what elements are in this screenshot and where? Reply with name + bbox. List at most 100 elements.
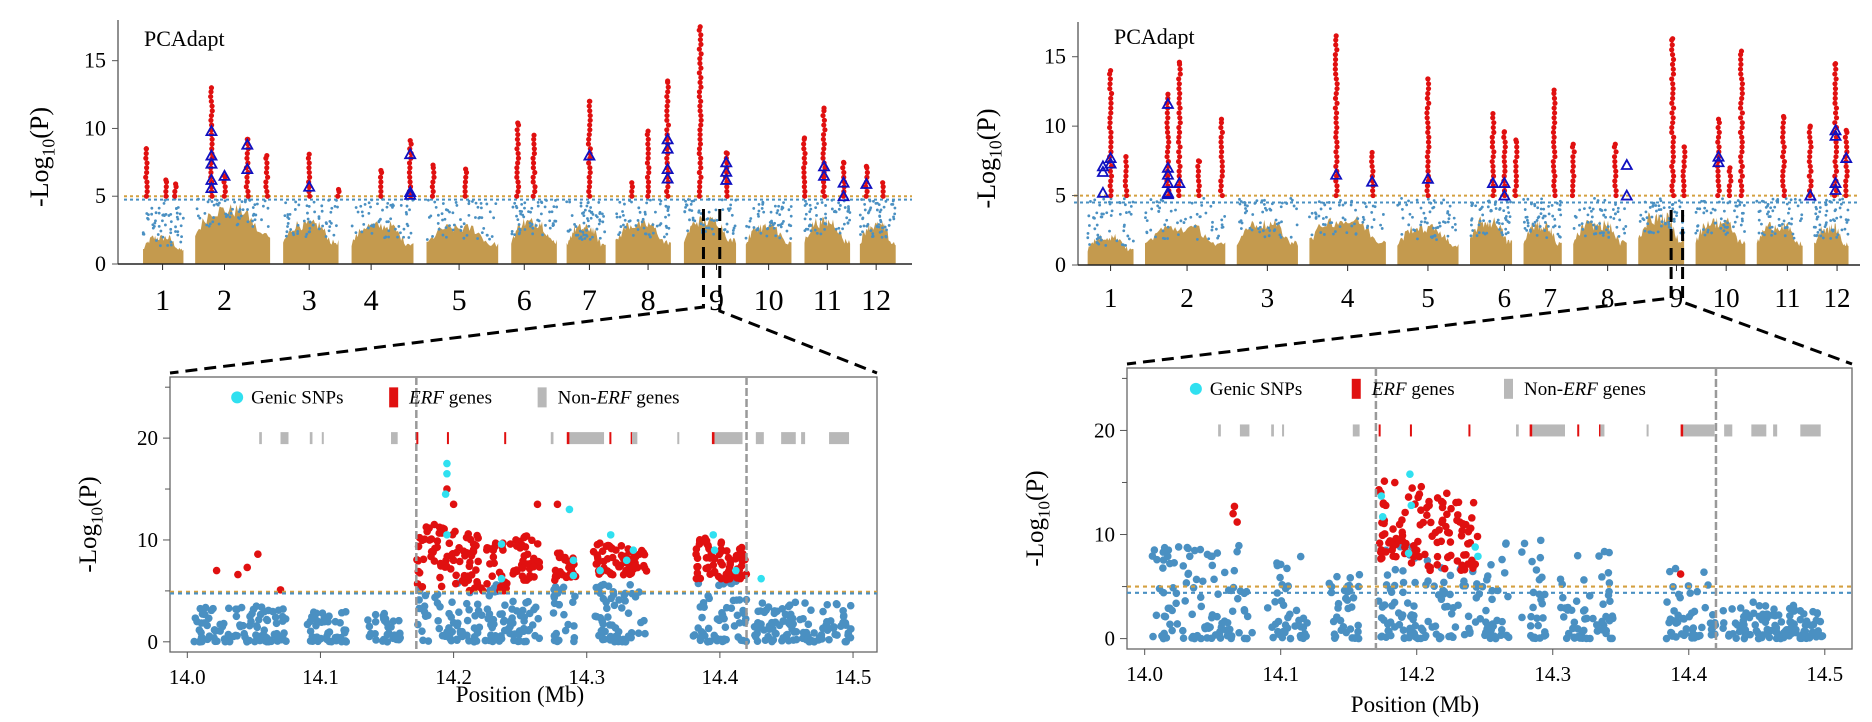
outlier-point xyxy=(455,557,464,566)
snp-point xyxy=(1093,198,1097,202)
non-erf-gene-bar xyxy=(1239,424,1250,437)
chromosome-label: 9 xyxy=(1670,283,1684,313)
outlier-point xyxy=(664,117,670,123)
outlier-point xyxy=(1552,173,1558,179)
non-erf-gene-bar xyxy=(1532,424,1565,437)
snp-point xyxy=(1729,630,1737,638)
snp-point xyxy=(1690,607,1699,616)
outlier-point xyxy=(306,169,312,176)
chromosome-label: 4 xyxy=(1341,283,1355,313)
outlier-point xyxy=(696,193,703,199)
snp-point xyxy=(1614,203,1617,206)
outlier-point xyxy=(1333,192,1339,199)
snp-point xyxy=(325,222,328,226)
snp-point xyxy=(1814,627,1822,635)
snp-point xyxy=(564,620,572,629)
outlier-point xyxy=(1447,551,1455,560)
snp-point xyxy=(207,606,216,615)
snp-point xyxy=(223,199,227,203)
outlier-point xyxy=(1437,497,1446,506)
snp-point xyxy=(297,203,301,207)
snp-point xyxy=(1263,604,1272,612)
snp-point xyxy=(1244,207,1247,210)
snp-point xyxy=(1145,231,1149,235)
snp-point xyxy=(163,198,167,202)
snp-point xyxy=(354,206,358,209)
snp-point xyxy=(1233,547,1241,556)
outlier-point xyxy=(515,179,521,185)
snp-point xyxy=(195,207,199,211)
snp-point xyxy=(312,200,316,204)
outlier-point xyxy=(698,165,704,171)
outlier-point xyxy=(1108,134,1114,140)
outlier-point xyxy=(1425,124,1431,131)
outlier-point xyxy=(820,150,826,157)
snp-point xyxy=(229,211,233,215)
snp-point xyxy=(1605,579,1614,587)
snp-point xyxy=(473,629,482,637)
snp-point xyxy=(1578,223,1581,227)
legend-non-erf-rest: genes xyxy=(1598,379,1646,400)
outlier-point xyxy=(698,112,704,119)
snp-point xyxy=(369,224,373,228)
snp-point xyxy=(615,596,623,604)
outlier-point xyxy=(423,527,431,536)
snp-point xyxy=(153,221,157,225)
outlier-point xyxy=(449,500,458,509)
ylabel-tail: (P) xyxy=(25,107,54,139)
outlier-point xyxy=(1715,116,1722,122)
snp-point xyxy=(1529,603,1537,612)
outlier-point xyxy=(587,169,593,176)
snp-point xyxy=(1210,225,1214,229)
outlier-point xyxy=(163,184,169,190)
snp-point xyxy=(888,218,892,222)
snp-point xyxy=(1678,205,1682,209)
snp-point xyxy=(1279,205,1283,209)
snp-point xyxy=(389,217,393,221)
candidate-triangle xyxy=(837,175,851,188)
snp-point xyxy=(1728,605,1736,613)
snp-point xyxy=(509,597,517,606)
outlier-point xyxy=(1612,163,1618,170)
snp-point xyxy=(1174,543,1183,551)
outlier-point xyxy=(1569,192,1576,199)
outlier-point xyxy=(820,136,826,142)
snp-point xyxy=(1506,206,1510,209)
snp-point xyxy=(615,215,619,219)
snp-point xyxy=(179,224,183,228)
snp-point xyxy=(782,220,785,223)
snp-point xyxy=(651,231,655,235)
snp-point xyxy=(490,235,494,238)
outlier-point xyxy=(1333,134,1339,140)
outlier-point xyxy=(1669,42,1675,48)
snp-point xyxy=(536,204,540,208)
snp-point xyxy=(1482,219,1485,223)
snp-point xyxy=(308,226,312,230)
snp-point xyxy=(161,219,164,223)
outlier-point xyxy=(1833,76,1839,82)
snp-point xyxy=(789,205,793,208)
outlier-point xyxy=(490,543,499,551)
snp-point xyxy=(366,226,370,230)
snp-point xyxy=(543,205,547,209)
outlier-point xyxy=(1334,144,1340,150)
snp-point xyxy=(1698,207,1702,211)
snp-point xyxy=(1829,219,1833,222)
outlier-point xyxy=(551,573,560,581)
snp-point xyxy=(1538,225,1542,228)
snp-point xyxy=(1607,235,1611,239)
outlier-point xyxy=(307,193,313,199)
snp-point xyxy=(1092,216,1095,219)
snp-point xyxy=(884,199,888,203)
outlier-point xyxy=(645,150,651,157)
snp-point xyxy=(637,206,641,210)
outlier-point xyxy=(1738,48,1745,54)
outlier-point xyxy=(1842,134,1848,140)
zoom-connector-left xyxy=(169,209,705,375)
snp-point xyxy=(371,629,379,638)
outlier-point xyxy=(864,169,870,176)
outlier-point xyxy=(1612,158,1618,165)
snp-point xyxy=(485,233,489,237)
snp-point xyxy=(1583,234,1587,238)
snp-point xyxy=(776,209,780,212)
